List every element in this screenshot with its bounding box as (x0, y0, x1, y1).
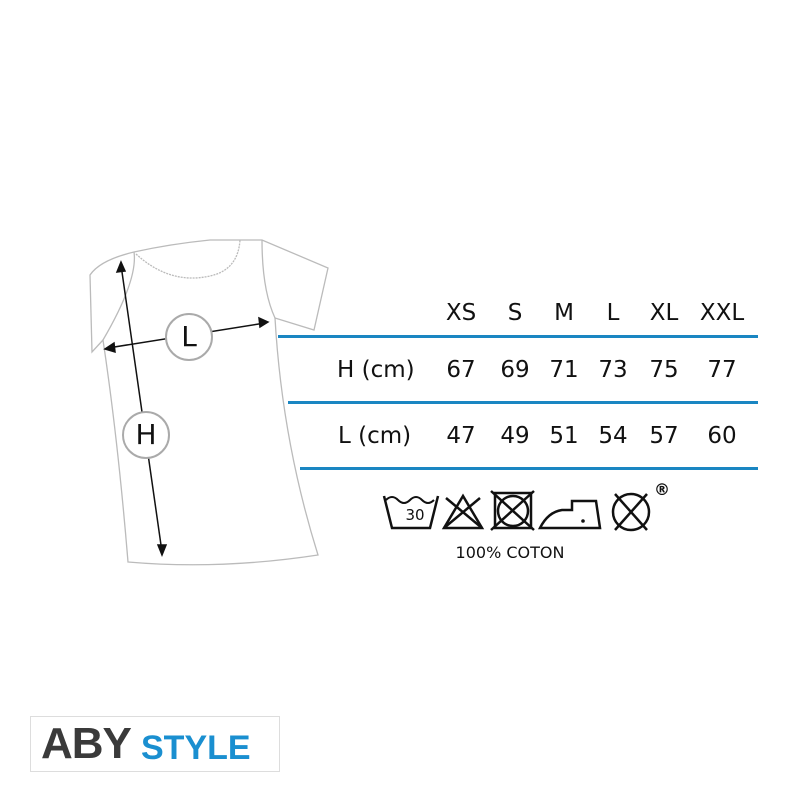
table-cell: 47 (446, 423, 476, 449)
table-cell: 49 (500, 423, 530, 449)
size-header: XL (649, 300, 679, 326)
table-cell: 51 (549, 423, 579, 449)
size-header: XS (445, 300, 477, 326)
row-label: L (cm) (338, 423, 412, 449)
wash-temperature: 30 (405, 506, 425, 524)
table-rule-middle (288, 401, 758, 404)
table-rule-bottom (300, 467, 758, 470)
material-label: 100% COTON (455, 543, 565, 562)
width-marker-circle (165, 313, 213, 361)
tshirt-outline (89, 239, 329, 566)
abystyle-logo: ABY STYLE (30, 716, 280, 772)
table-cell: 71 (549, 357, 579, 383)
table-cell: 73 (598, 357, 628, 383)
registered-mark: ® (654, 480, 670, 499)
wash-30-icon (382, 495, 440, 530)
logo-text-aby: ABY (41, 719, 132, 768)
table-cell: 77 (707, 357, 737, 383)
height-marker-label: H (135, 418, 157, 451)
care-symbols (382, 490, 651, 532)
iron-low-icon (537, 499, 602, 530)
table-cell: 54 (598, 423, 628, 449)
table-rule-top (278, 335, 758, 338)
logo-text-style: STYLE (141, 729, 251, 767)
size-header: M (554, 300, 574, 326)
size-header: S (507, 300, 523, 326)
table-cell: 57 (649, 423, 679, 449)
table-cell: 69 (500, 357, 530, 383)
table-cell: 60 (707, 423, 737, 449)
no-tumble-dry-icon (490, 490, 535, 531)
height-arrow (120, 264, 163, 553)
no-bleach-icon (441, 493, 485, 530)
size-header: XXL (699, 300, 745, 326)
row-label: H (cm) (337, 357, 415, 383)
table-cell: 75 (649, 357, 679, 383)
height-marker-circle (122, 411, 170, 459)
no-dry-clean-icon (611, 492, 651, 532)
width-marker-label: L (181, 320, 197, 353)
table-cell: 67 (446, 357, 476, 383)
size-header: L (606, 300, 620, 326)
